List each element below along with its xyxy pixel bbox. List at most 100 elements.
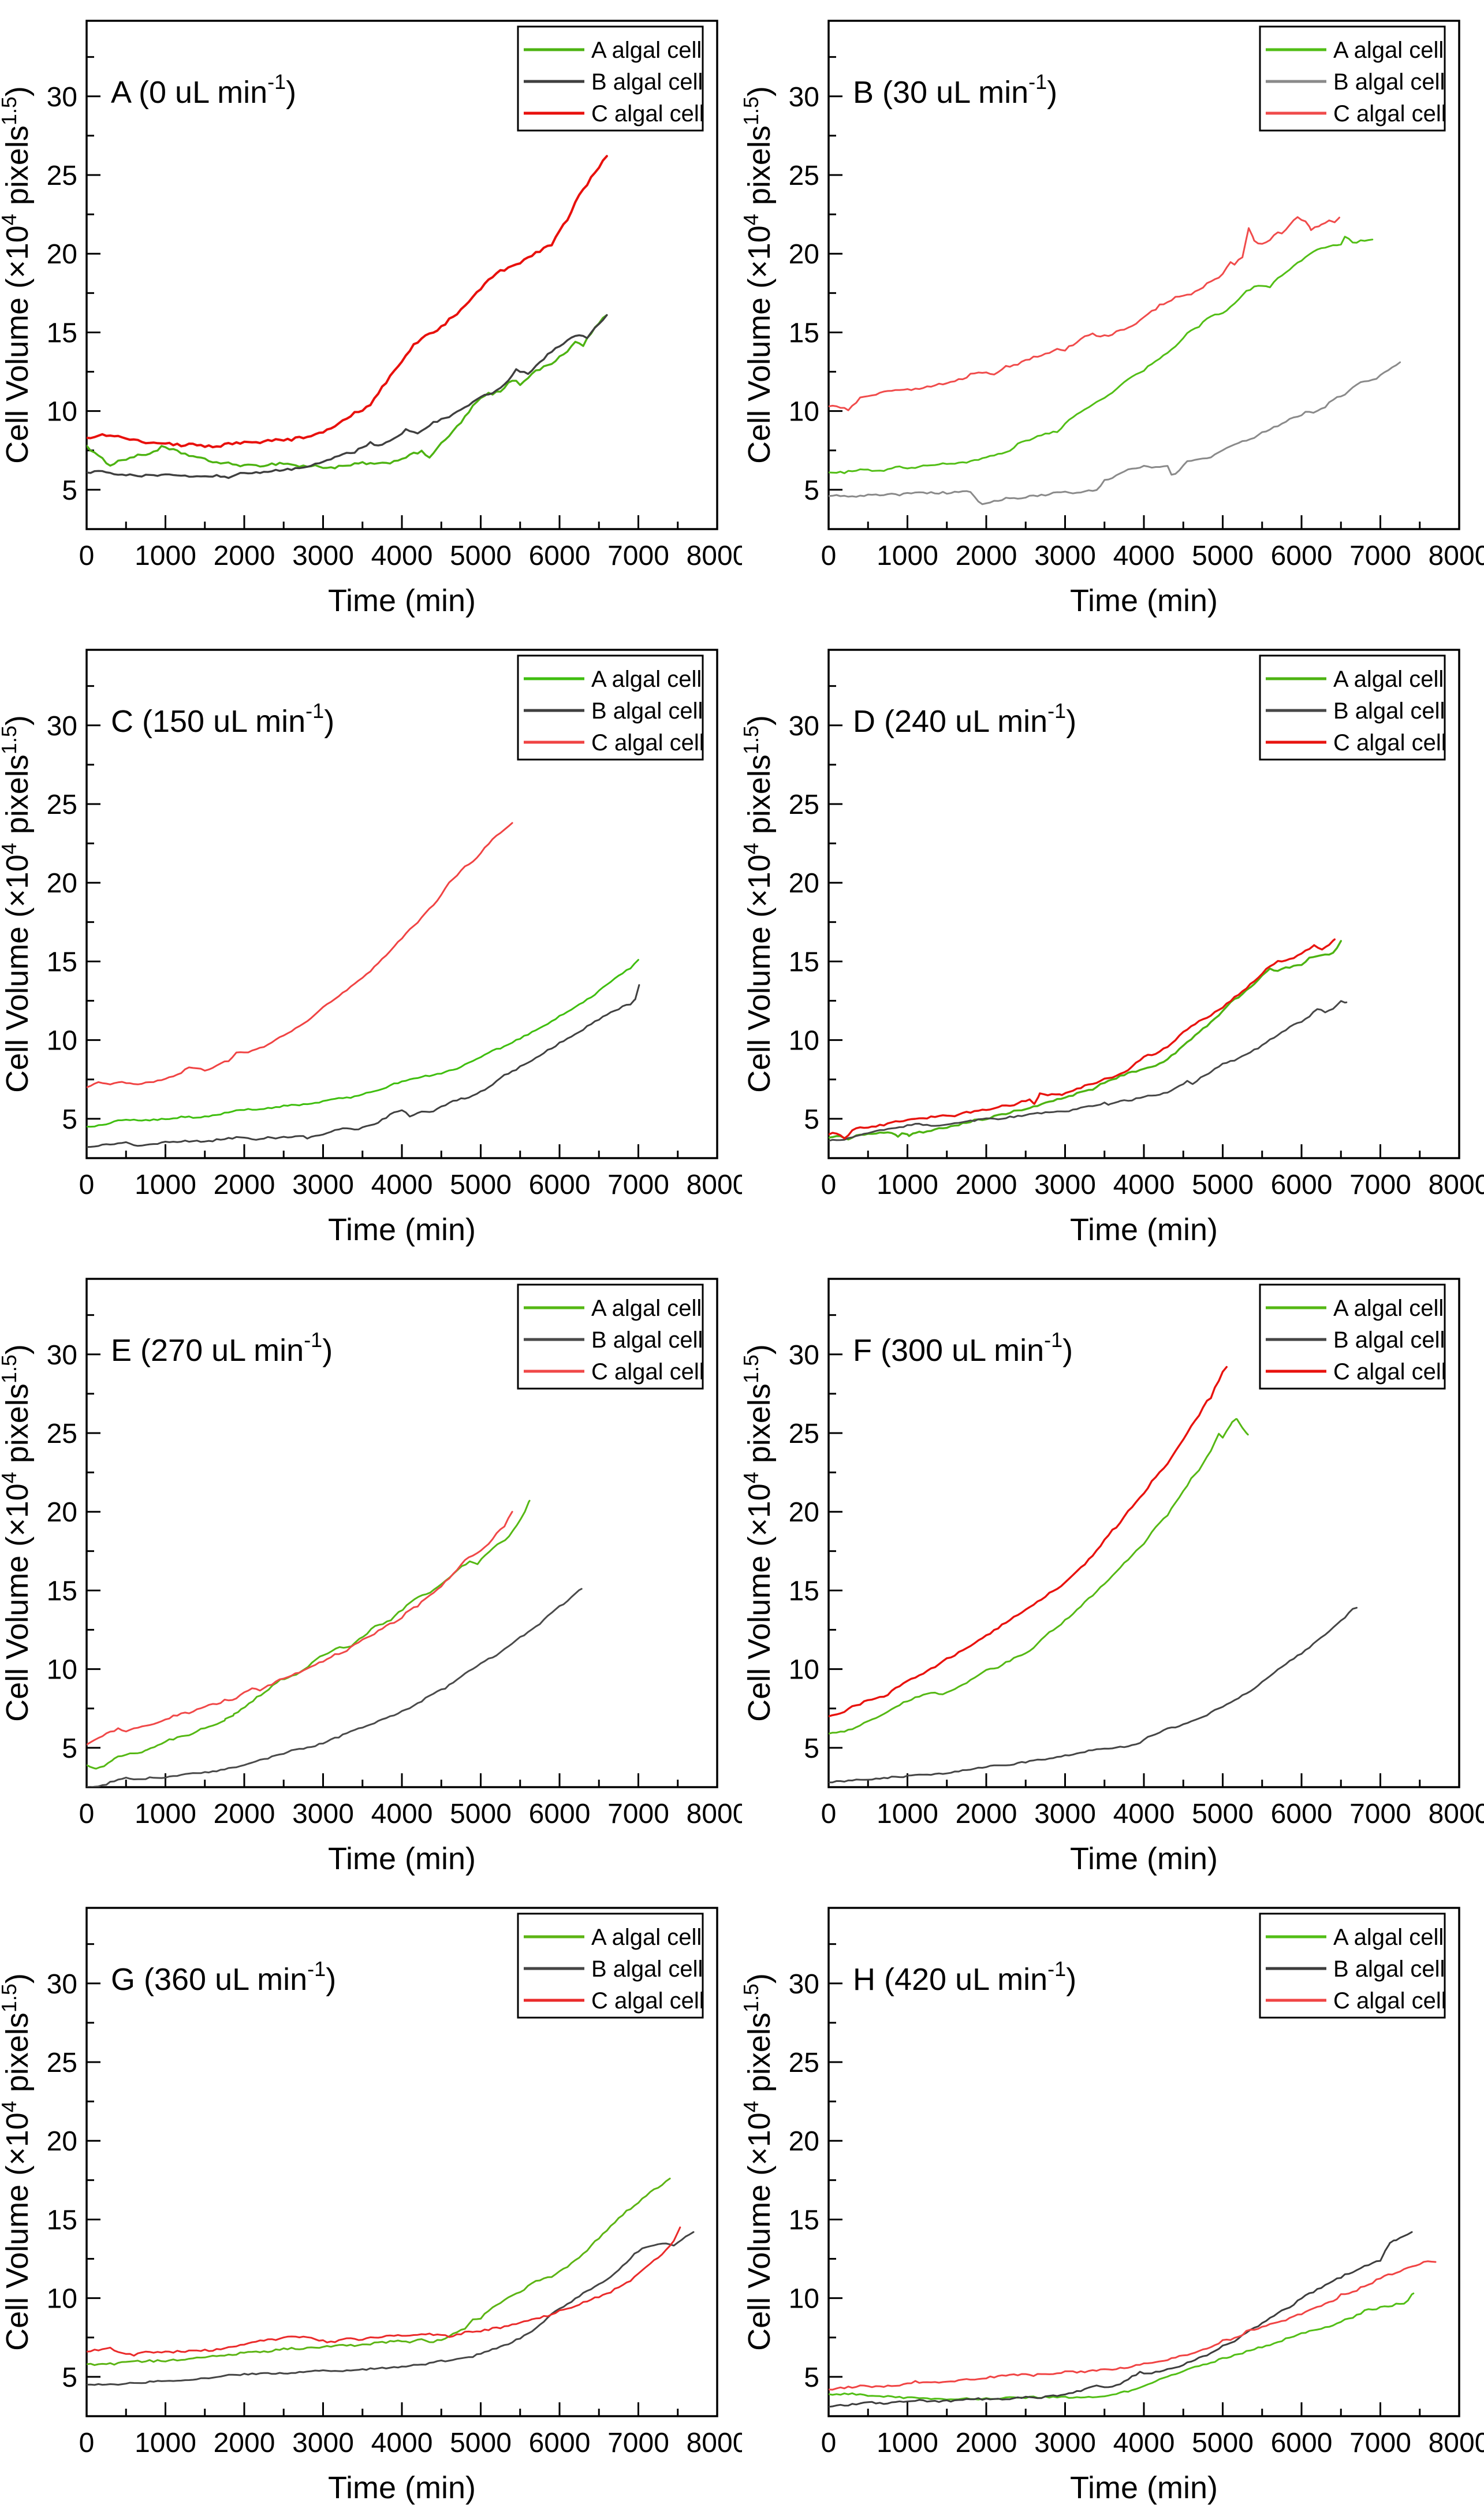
chart-panel-F: 0 1000 2000 3000 4000 5000 6000 7000 8000 5 10 15 20… xyxy=(739,1278,1484,1876)
legend-label: C algal cell xyxy=(1333,1359,1446,1385)
x-tick-label: 3000 xyxy=(292,541,354,571)
legend-label: B algal cell xyxy=(591,69,703,95)
y-tick-label: 10 xyxy=(789,2284,819,2315)
x-tick-label: 8000 xyxy=(687,1170,742,1200)
series-line-C-algal-cell xyxy=(829,2260,1437,2391)
x-tick-label: 7000 xyxy=(607,2428,669,2458)
y-tick-label: 25 xyxy=(789,2048,819,2078)
legend: A algal cell B algal cell C algal cell xyxy=(517,25,704,132)
x-axis-label: Time (min) xyxy=(1070,583,1218,618)
x-tick-label: 0 xyxy=(821,1799,837,1829)
y-tick-label: 25 xyxy=(47,161,77,191)
series-line-A-algal-cell xyxy=(829,2293,1415,2401)
y-tick-label: 20 xyxy=(47,868,77,899)
y-tick-label: 30 xyxy=(47,82,77,113)
panel-C: 0 1000 2000 3000 4000 5000 6000 7000 8000 5 10 15 20… xyxy=(0,629,748,1258)
legend-label: A algal cell xyxy=(591,1296,702,1321)
y-tick-label: 10 xyxy=(47,1655,77,1685)
panel-F: 0 1000 2000 3000 4000 5000 6000 7000 8000 5 10 15 20… xyxy=(739,1258,1484,1887)
x-tick-label: 8000 xyxy=(1429,2428,1484,2458)
series-line-A-algal-cell xyxy=(829,1418,1249,1735)
legend-label: A algal cell xyxy=(1333,1925,1444,1950)
series-line-A-algal-cell xyxy=(87,1500,531,1770)
series-line-B-algal-cell xyxy=(87,2231,695,2386)
series-line-C-algal-cell xyxy=(829,1365,1228,1718)
x-axis-label: Time (min) xyxy=(328,2470,476,2505)
x-axis-label: Time (min) xyxy=(328,1212,476,1247)
y-tick-label: 10 xyxy=(789,397,819,427)
series-line-B-algal-cell xyxy=(829,361,1401,505)
x-axis-label: Time (min) xyxy=(1070,1212,1218,1247)
chart-panel-E: 0 1000 2000 3000 4000 5000 6000 7000 8000 5 10 15 20… xyxy=(0,1278,748,1876)
panel-title: H (420 uL min-1) xyxy=(853,1957,1076,1997)
series-line-A-algal-cell xyxy=(829,940,1342,1141)
y-tick-label: 5 xyxy=(804,1733,819,1764)
x-tick-label: 1000 xyxy=(135,1170,196,1200)
series-line-B-algal-cell xyxy=(87,984,640,1148)
y-tick-label: 30 xyxy=(789,711,819,742)
series-line-B-algal-cell xyxy=(829,1000,1348,1142)
legend-label: C algal cell xyxy=(1333,1988,1446,2014)
y-tick-label: 10 xyxy=(47,397,77,427)
y-tick-label: 20 xyxy=(789,239,819,270)
y-tick-label: 15 xyxy=(47,2205,77,2235)
x-tick-label: 5000 xyxy=(450,2428,512,2458)
legend-label: B algal cell xyxy=(1333,69,1445,95)
x-tick-label: 3000 xyxy=(1034,2428,1096,2458)
series-line-B-algal-cell xyxy=(87,314,608,479)
legend: A algal cell B algal cell C algal cell xyxy=(1259,1912,1446,2019)
series-line-B-algal-cell xyxy=(829,2231,1413,2408)
x-tick-label: 6000 xyxy=(1271,1170,1333,1200)
y-tick-label: 5 xyxy=(62,1104,77,1135)
series-line-C-algal-cell xyxy=(87,155,608,449)
y-tick-label: 10 xyxy=(789,1026,819,1056)
y-tick-label: 15 xyxy=(789,1576,819,1606)
x-tick-label: 3000 xyxy=(1034,1170,1096,1200)
x-tick-label: 2000 xyxy=(214,541,275,571)
legend-label: A algal cell xyxy=(591,38,702,63)
y-tick-label: 15 xyxy=(789,318,819,348)
legend-label: B algal cell xyxy=(1333,1956,1445,1982)
x-tick-label: 1000 xyxy=(877,541,938,571)
x-tick-label: 1000 xyxy=(877,2428,938,2458)
x-tick-label: 0 xyxy=(79,541,95,571)
y-tick-label: 30 xyxy=(789,1340,819,1371)
legend: A algal cell B algal cell C algal cell xyxy=(517,1912,704,2019)
x-tick-label: 5000 xyxy=(450,1170,512,1200)
x-axis-label: Time (min) xyxy=(328,1841,476,1876)
x-tick-label: 3000 xyxy=(1034,541,1096,571)
y-tick-label: 10 xyxy=(789,1655,819,1685)
panel-E: 0 1000 2000 3000 4000 5000 6000 7000 8000 5 10 15 20… xyxy=(0,1258,748,1887)
x-tick-label: 6000 xyxy=(1271,541,1333,571)
legend-label: B algal cell xyxy=(591,1956,703,1982)
series-line-C-algal-cell xyxy=(87,1510,513,1746)
x-tick-label: 3000 xyxy=(292,2428,354,2458)
series-line-C-algal-cell xyxy=(829,938,1336,1140)
x-tick-label: 8000 xyxy=(1429,1799,1484,1829)
x-tick-label: 4000 xyxy=(1113,541,1175,571)
series-line-A-algal-cell xyxy=(87,314,608,470)
y-tick-label: 15 xyxy=(789,947,819,977)
y-tick-label: 25 xyxy=(47,2048,77,2078)
legend-label: A algal cell xyxy=(1333,1296,1444,1321)
x-tick-label: 8000 xyxy=(687,1799,742,1829)
x-tick-label: 7000 xyxy=(1349,2428,1411,2458)
panel-title: D (240 uL min-1) xyxy=(853,699,1076,739)
x-tick-label: 4000 xyxy=(371,1170,433,1200)
x-tick-label: 4000 xyxy=(1113,1170,1175,1200)
y-tick-label: 20 xyxy=(47,2126,77,2157)
x-tick-label: 1000 xyxy=(877,1170,938,1200)
y-tick-label: 20 xyxy=(47,239,77,270)
chart-panel-C: 0 1000 2000 3000 4000 5000 6000 7000 8000 5 10 15 20… xyxy=(0,649,748,1247)
x-tick-label: 8000 xyxy=(687,2428,742,2458)
y-tick-label: 15 xyxy=(47,947,77,977)
x-tick-label: 2000 xyxy=(956,541,1017,571)
legend-label: B algal cell xyxy=(591,698,703,724)
panel-title: F (300 uL min-1) xyxy=(853,1328,1073,1368)
x-tick-label: 0 xyxy=(79,2428,95,2458)
series-line-C-algal-cell xyxy=(87,2226,681,2357)
chart-panel-D: 0 1000 2000 3000 4000 5000 6000 7000 8000 5 10 15 20… xyxy=(739,649,1484,1247)
legend-label: B algal cell xyxy=(591,1327,703,1353)
chart-panel-B: 0 1000 2000 3000 4000 5000 6000 7000 8000 5 10 15 20… xyxy=(739,20,1484,618)
x-tick-label: 2000 xyxy=(214,2428,275,2458)
